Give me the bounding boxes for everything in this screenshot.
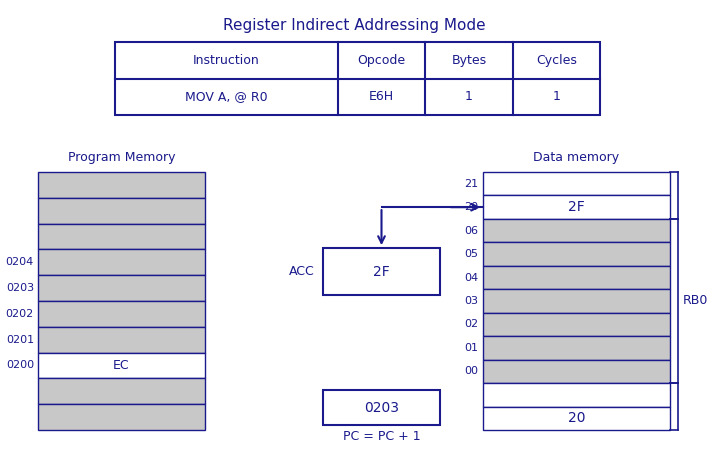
Bar <box>483 359 670 383</box>
Text: Bytes: Bytes <box>452 54 486 67</box>
Bar <box>323 390 440 425</box>
Bar <box>483 219 670 242</box>
Text: ACC: ACC <box>289 265 315 278</box>
Bar <box>483 242 670 266</box>
Bar <box>38 198 205 224</box>
Text: PC = PC + 1: PC = PC + 1 <box>342 430 420 443</box>
Bar <box>483 172 670 195</box>
Bar <box>38 275 205 301</box>
Text: EC: EC <box>113 359 130 372</box>
Text: 0203: 0203 <box>364 400 399 414</box>
Text: Cycles: Cycles <box>536 54 577 67</box>
Bar <box>38 404 205 430</box>
Text: 1: 1 <box>552 90 560 103</box>
Text: Program Memory: Program Memory <box>68 151 175 164</box>
Text: Instruction: Instruction <box>193 54 260 67</box>
Text: 21: 21 <box>464 179 478 189</box>
Bar <box>38 352 205 379</box>
Bar <box>323 248 440 295</box>
Text: 0204: 0204 <box>6 257 34 267</box>
Bar <box>483 336 670 359</box>
Bar <box>483 195 670 219</box>
Text: 20: 20 <box>568 411 585 425</box>
Bar <box>483 406 670 430</box>
Bar <box>483 266 670 289</box>
Text: 2F: 2F <box>568 200 585 214</box>
Text: 0200: 0200 <box>6 360 34 371</box>
Text: RB0: RB0 <box>683 294 708 307</box>
Text: 00: 00 <box>464 366 478 376</box>
Bar <box>483 289 670 313</box>
Bar <box>483 383 670 406</box>
Text: 01: 01 <box>464 343 478 353</box>
Text: 05: 05 <box>464 249 478 259</box>
Text: Data memory: Data memory <box>533 151 620 164</box>
Text: 1: 1 <box>465 90 473 103</box>
Bar <box>38 379 205 404</box>
Bar <box>38 301 205 327</box>
Bar <box>38 249 205 275</box>
Text: 06: 06 <box>464 226 478 236</box>
Bar <box>38 224 205 249</box>
Bar <box>483 313 670 336</box>
Bar <box>115 42 600 115</box>
Text: 0201: 0201 <box>6 335 34 345</box>
Text: 02: 02 <box>464 319 478 330</box>
Text: E6H: E6H <box>369 90 394 103</box>
Text: 2F: 2F <box>373 265 390 279</box>
Bar <box>38 327 205 352</box>
Text: 03: 03 <box>464 296 478 306</box>
Text: 04: 04 <box>464 272 478 283</box>
Bar <box>38 172 205 198</box>
Text: 0203: 0203 <box>6 283 34 293</box>
Text: 20: 20 <box>464 202 478 212</box>
Text: Opcode: Opcode <box>357 54 406 67</box>
Text: 0202: 0202 <box>6 309 34 319</box>
Text: MOV A, @ R0: MOV A, @ R0 <box>185 90 268 103</box>
Text: Register Indirect Addressing Mode: Register Indirect Addressing Mode <box>223 18 486 33</box>
